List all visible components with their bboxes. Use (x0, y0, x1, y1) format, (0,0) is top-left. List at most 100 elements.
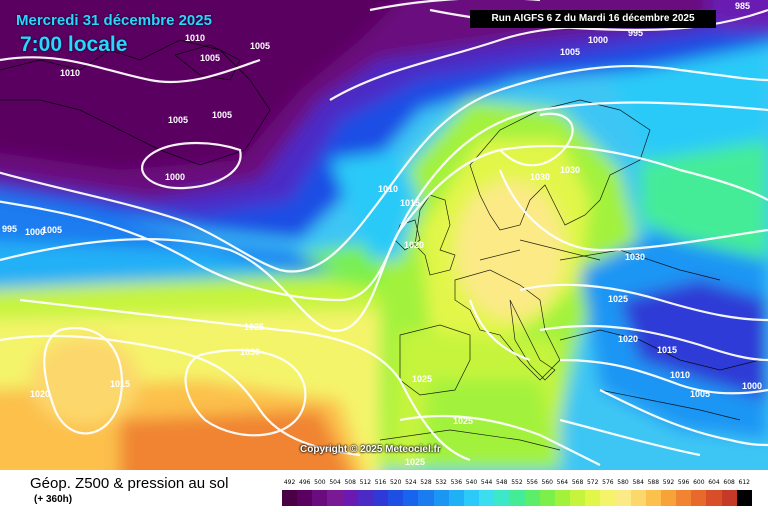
pressure-label: 1020 (30, 389, 50, 399)
pressure-label: 1010 (378, 184, 398, 194)
legend-labels: 492 496 500 504 508 512 516 520 524 528 532 536 540 5… (282, 478, 752, 487)
legend-value: 560 (541, 479, 553, 486)
copyright-text: Copyright © 2025 Meteociel.fr (300, 444, 441, 455)
legend-swatch (721, 490, 737, 506)
legend-value: 496 (299, 479, 311, 486)
legend-value: 508 (344, 479, 356, 486)
legend-value: 564 (556, 479, 569, 486)
legend-value: 608 (723, 479, 735, 486)
legend-swatch (312, 490, 328, 506)
legend-swatch (463, 490, 480, 506)
pressure-label: 1010 (670, 370, 690, 380)
pressure-label: 1005 (200, 53, 220, 63)
legend-swatch (736, 490, 752, 506)
pressure-label: 1000 (588, 35, 608, 45)
legend-value: 600 (693, 479, 705, 486)
pressure-label: 1000 (165, 172, 185, 182)
pressure-label: 1020 (404, 240, 424, 250)
pressure-label: 1025 (608, 294, 628, 304)
forecast-date: Mercredi 31 décembre 2025 (16, 12, 212, 29)
pressure-label: 1000 (25, 227, 45, 237)
pressure-label: 985 (735, 1, 750, 11)
pressure-label: 1025 (412, 374, 432, 384)
pressure-label: 1005 (560, 47, 580, 57)
legend-swatch (524, 490, 540, 506)
legend-value: 568 (571, 479, 584, 486)
pressure-label: 1010 (185, 33, 205, 43)
legend-swatch (676, 490, 692, 506)
legend-value: 524 (405, 479, 417, 486)
pressure-label: 1030 (240, 347, 260, 357)
pressure-label: 1005 (690, 389, 710, 399)
legend-swatch (660, 490, 677, 506)
pressure-label: 1020 (618, 334, 638, 344)
pressure-labels: 1010 1005 1005 1010 1005 1005 1000 1010 … (2, 1, 762, 467)
pressure-label: 1015 (400, 198, 420, 208)
legend-value: 588 (647, 479, 660, 486)
legend-value: 544 (480, 479, 493, 486)
pressure-label: 1010 (60, 68, 80, 78)
legend-swatch (706, 490, 722, 506)
legend-swatch (645, 490, 661, 506)
legend-swatch (282, 490, 298, 506)
legend-swatch (372, 490, 389, 506)
legend-value: 536 (450, 479, 463, 486)
pressure-label: 1005 (212, 110, 232, 120)
coastlines (0, 39, 761, 451)
legend-value: 556 (526, 479, 538, 486)
legend-value: 576 (602, 479, 614, 486)
forecast-time: 7:00 locale (20, 33, 128, 56)
pressure-label: 1025 (453, 416, 473, 426)
legend-swatch (297, 490, 313, 506)
legend-swatch (509, 490, 525, 506)
map-caption: Géop. Z500 & pression au sol (30, 475, 229, 492)
legend-value: 504 (329, 479, 341, 486)
legend-swatch (418, 490, 434, 506)
legend-swatch (539, 490, 555, 506)
run-info-banner: Run AIGFS 6 Z du Mardi 16 décembre 2025 (470, 10, 716, 28)
legend-value: 520 (389, 479, 402, 486)
pressure-label: 1015 (657, 345, 677, 355)
legend-value: 580 (617, 479, 629, 486)
pressure-label: 1030 (530, 172, 550, 182)
legend-swatch (494, 490, 510, 506)
forecast-map: 1010 1005 1005 1010 1005 1005 1000 1010 … (0, 0, 768, 470)
forecast-lead-time: (+ 360h) (34, 494, 73, 505)
pressure-label: 1030 (625, 252, 645, 262)
legend-swatch (630, 490, 646, 506)
legend-value: 604 (708, 479, 720, 486)
legend-swatch (327, 490, 343, 506)
legend-swatch (615, 490, 631, 506)
pressure-label: 1025 (405, 457, 425, 467)
legend-value: 532 (435, 479, 447, 486)
legend-swatch (388, 490, 404, 506)
legend-value: 596 (677, 479, 690, 486)
pressure-label: 1030 (560, 165, 580, 175)
legend-value: 528 (420, 479, 432, 486)
pressure-label: 1000 (742, 381, 762, 391)
legend-swatch (357, 490, 373, 506)
pressure-label: 1005 (250, 41, 270, 51)
legend-value: 540 (465, 479, 478, 486)
legend-value: 552 (511, 479, 523, 486)
legend-value: 492 (283, 479, 296, 486)
pressure-label: 1025 (244, 322, 264, 332)
legend-swatch (342, 490, 358, 506)
legend-value: 572 (586, 479, 599, 486)
pressure-label: 995 (628, 28, 643, 38)
geopotential-field (0, 0, 768, 470)
pressure-label: 1005 (42, 225, 62, 235)
pressure-label: 995 (2, 224, 17, 234)
legend-value: 500 (314, 479, 326, 486)
legend-value: 584 (632, 479, 644, 486)
pressure-label: 1005 (168, 115, 188, 125)
legend-value: 612 (738, 479, 750, 486)
legend-value: 548 (496, 479, 508, 486)
legend-swatches (282, 490, 752, 506)
legend-swatch (600, 490, 616, 506)
legend-swatch (403, 490, 419, 506)
legend-swatch (554, 490, 570, 506)
legend-swatch (691, 490, 707, 506)
legend-value: 516 (374, 479, 387, 486)
legend-swatch (433, 490, 449, 506)
